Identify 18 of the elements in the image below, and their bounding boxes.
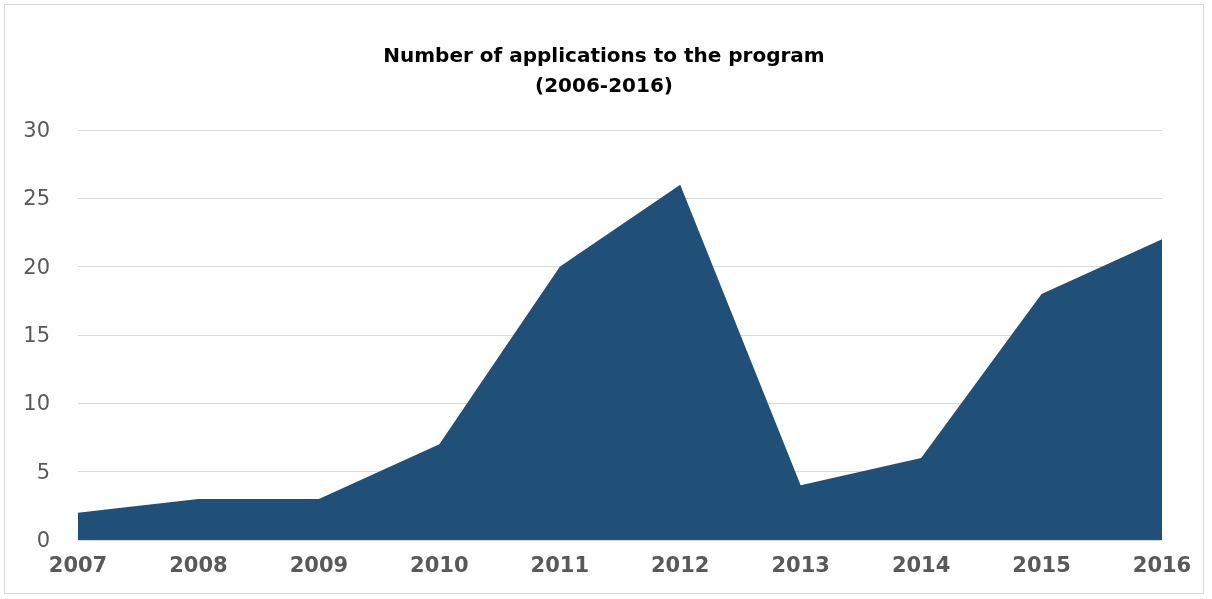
y-tick-label: 20 bbox=[23, 254, 50, 279]
x-tick-label: 2012 bbox=[651, 552, 710, 577]
x-tick-label: 2016 bbox=[1132, 552, 1192, 577]
x-tick-label: 2013 bbox=[771, 552, 830, 577]
y-tick-label: 10 bbox=[23, 391, 50, 416]
y-tick-label: 25 bbox=[23, 186, 50, 211]
y-tick-label: 5 bbox=[36, 459, 50, 484]
y-tick-label: 15 bbox=[23, 323, 50, 347]
x-tick-label: 2010 bbox=[410, 552, 469, 577]
x-tick-label: 2014 bbox=[891, 552, 951, 577]
y-tick-label: 0 bbox=[36, 528, 50, 552]
y-tick-label: 30 bbox=[23, 118, 50, 142]
x-tick-label: 2007 bbox=[48, 552, 108, 577]
x-tick-label: 2015 bbox=[1012, 552, 1071, 577]
x-tick-label: 2009 bbox=[289, 552, 349, 577]
x-tick-label: 2008 bbox=[169, 552, 228, 577]
x-tick-label: 2011 bbox=[530, 552, 589, 577]
chart-title: Number of applications to the program (2006-2016) bbox=[383, 43, 825, 97]
